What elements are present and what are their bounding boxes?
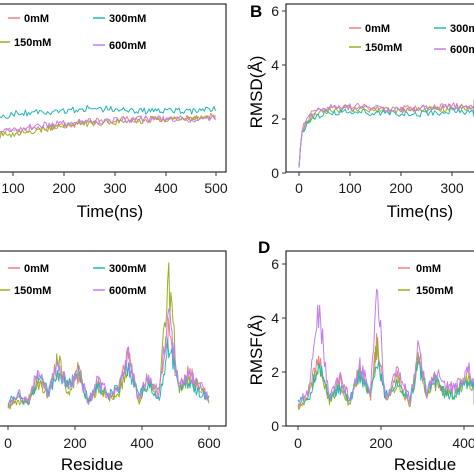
c-xtick-label-0: 0 — [4, 435, 12, 451]
a-xtick-label-200: 200 — [52, 180, 76, 196]
series-line-b-600mM — [298, 102, 474, 168]
b-ytick-label-6: 6 — [271, 3, 279, 19]
c-xtick-label-600: 600 — [197, 435, 221, 451]
b-xtick-label-100: 100 — [338, 180, 362, 196]
c-xtick-label-400: 400 — [130, 435, 154, 451]
b-ytick-label-4: 4 — [271, 57, 279, 73]
d-ytick-label-6: 6 — [271, 256, 279, 272]
legend-c-label-150mM: 150mM — [14, 285, 51, 297]
panel-d: D 0mM 150mM 0 2 4 6 RMSF(Å) 0 200 400 — [247, 238, 474, 474]
panel-d-x-ticks: 0 200 400 — [294, 426, 474, 451]
panel-b-y-axis-label: RMSD(Å) — [247, 56, 266, 129]
legend-b-label-0mM: 0mM — [365, 23, 390, 35]
panel-a-frame — [0, 3, 227, 173]
legend-a-label-150mM: 150mM — [14, 37, 51, 49]
legend-c-label-300mM: 300mM — [109, 263, 146, 275]
d-ytick-label-0: 0 — [271, 418, 279, 434]
d-xtick-label-200: 200 — [369, 435, 393, 451]
panel-d-x-axis-label: Residue — [394, 455, 456, 474]
panel-a-x-ticks: 100 200 300 400 500 — [1, 172, 228, 196]
legend-d-label-0mM: 0mM — [416, 263, 441, 275]
panel-b-plot — [298, 99, 474, 168]
legend-b-label-600mM: 600mM — [450, 44, 474, 56]
panel-c-x-ticks: 0 200 400 600 — [4, 426, 221, 451]
legend-c-label-600mM: 600mM — [109, 285, 146, 297]
panel-b: B 0mM 300mM 150mM 600mM 0 2 4 6 RMSD(Å) — [247, 2, 474, 221]
panel-d-legend: 0mM 150mM — [398, 263, 453, 297]
panel-b-letter: B — [250, 2, 262, 21]
b-xtick-label-0: 0 — [295, 180, 303, 196]
panel-d-plot — [297, 288, 474, 410]
series-line-c-300mM — [7, 338, 210, 405]
d-xtick-label-400: 400 — [452, 435, 474, 451]
d-ytick-label-2: 2 — [271, 364, 279, 380]
panel-d-letter: D — [258, 238, 270, 257]
panel-c-plot — [7, 262, 210, 410]
panel-c-x-axis-label: Residue — [61, 455, 123, 474]
legend-c-label-0mM: 0mM — [24, 263, 49, 275]
a-xtick-label-300: 300 — [103, 180, 127, 196]
panel-b-x-axis-label: Time(ns) — [387, 202, 453, 221]
panel-b-x-ticks: 0 100 200 300 400 — [295, 172, 464, 196]
b-xtick-label-200: 200 — [389, 180, 413, 196]
legend-d-label-150mM: 150mM — [416, 285, 453, 297]
series-line-d-600mM — [297, 288, 474, 407]
panel-c-frame — [0, 250, 227, 427]
legend-a-label-0mM: 0mM — [24, 13, 49, 25]
panel-c: 0mM 300mM 150mM 600mM 0 200 400 600 Resi… — [0, 250, 227, 474]
legend-a-label-600mM: 600mM — [109, 40, 146, 52]
a-xtick-label-500: 500 — [204, 180, 228, 196]
legend-b-label-150mM: 150mM — [365, 42, 402, 54]
panel-b-frame — [285, 3, 474, 173]
d-xtick-label-0: 0 — [294, 435, 302, 451]
b-ytick-label-2: 2 — [271, 111, 279, 127]
series-line-a-0mM — [0, 113, 216, 134]
legend-a-label-300mM: 300mM — [109, 13, 146, 25]
c-xtick-label-200: 200 — [63, 435, 87, 451]
b-xtick-label-300: 300 — [440, 180, 464, 196]
panel-b-y-ticks: 0 2 4 6 — [271, 3, 286, 181]
panel-a: 0mM 300mM 150mM 600mM 100 200 300 400 50… — [0, 3, 228, 221]
panel-a-legend: 0mM 300mM 150mM 600mM — [0, 13, 146, 52]
d-ytick-label-4: 4 — [271, 310, 279, 326]
series-line-a-600mM — [0, 114, 216, 133]
panel-d-y-ticks: 0 2 4 6 — [271, 256, 286, 434]
b-ytick-label-0: 0 — [271, 165, 279, 181]
panel-b-legend: 0mM 300mM 150mM 600mM — [349, 23, 474, 56]
series-line-b-0mM — [298, 99, 474, 168]
panel-d-y-axis-label: RMSF(Å) — [247, 315, 266, 386]
panel-d-frame — [285, 250, 474, 427]
series-line-b-300mM — [298, 107, 474, 168]
panel-c-legend: 0mM 300mM 150mM 600mM — [0, 263, 146, 297]
panel-a-x-axis-label: Time(ns) — [77, 202, 143, 221]
series-line-c-600mM — [7, 308, 210, 409]
a-xtick-label-100: 100 — [1, 180, 25, 196]
a-xtick-label-400: 400 — [154, 180, 178, 196]
panel-a-plot — [0, 104, 216, 139]
legend-b-label-300mM: 300mM — [450, 23, 474, 35]
series-line-a-300mM — [0, 104, 216, 119]
